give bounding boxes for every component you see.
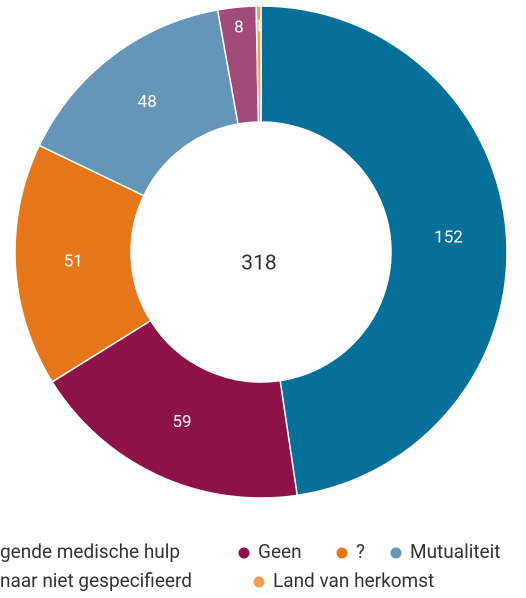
legend-label: Geen — [258, 540, 302, 563]
legend-marker — [238, 547, 250, 559]
legend-label: ? — [356, 540, 365, 563]
slice-label: 8 — [234, 18, 244, 38]
slice — [260, 5, 508, 497]
legend-marker — [336, 547, 348, 559]
legend-label: Land van herkomst — [273, 569, 434, 592]
legend-label: naar niet gespecifieerd — [0, 569, 192, 592]
slice-label: 59 — [173, 412, 192, 432]
slice-label: 48 — [138, 92, 157, 112]
slice-label: 1 — [254, 16, 264, 36]
legend-label: gende medische hulp — [0, 540, 180, 563]
slice — [255, 5, 262, 123]
slice — [14, 144, 152, 383]
slice — [38, 8, 239, 197]
legend-marker — [253, 576, 265, 588]
slice-label: 51 — [64, 252, 83, 272]
legend-marker — [390, 547, 402, 559]
slice — [51, 319, 299, 499]
center-total: 318 — [241, 252, 276, 276]
legend-label: Mutualiteit — [410, 540, 500, 563]
slice-label: 152 — [434, 228, 463, 248]
